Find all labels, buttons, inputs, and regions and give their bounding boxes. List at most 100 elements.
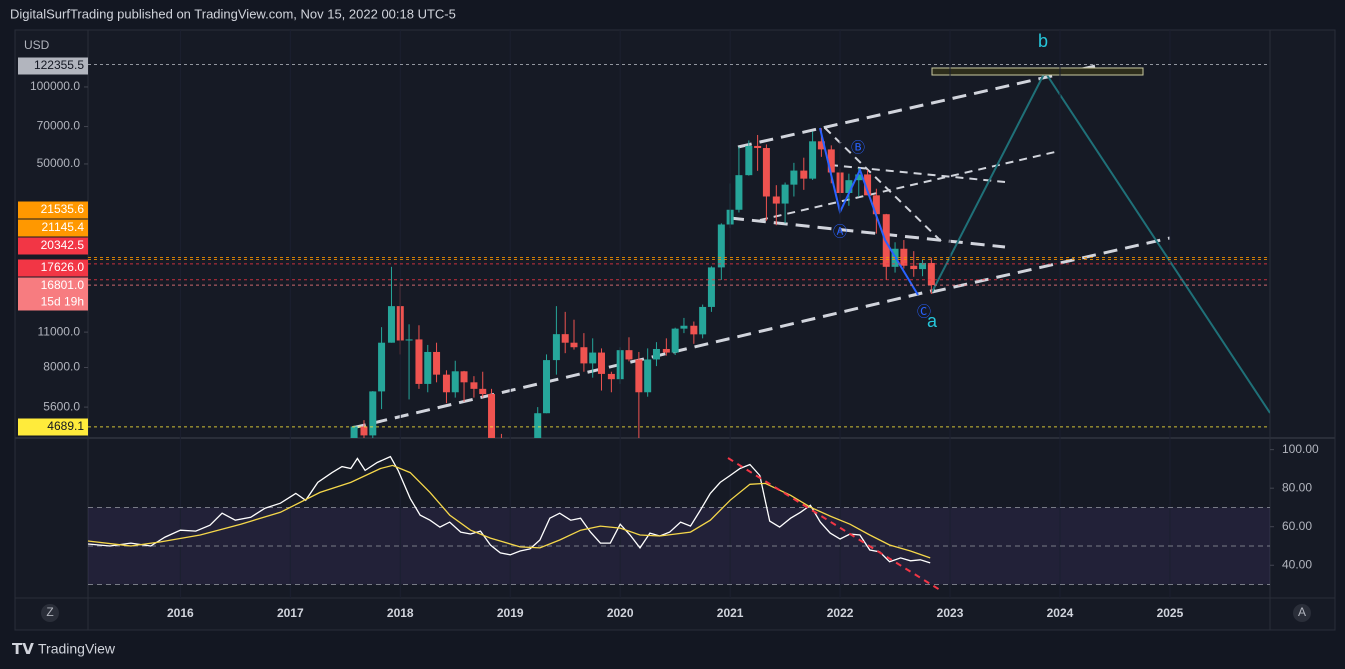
candle-body xyxy=(561,334,569,343)
header-text: DigitalSurfTrading published on TradingV… xyxy=(10,6,456,21)
x-tick-label: 2019 xyxy=(497,606,524,620)
button-label[interactable]: A xyxy=(1298,605,1306,619)
candle-body xyxy=(460,371,468,383)
buttons: Z A xyxy=(41,604,1311,622)
rsi-tick-label: 60.00 xyxy=(1282,519,1312,533)
price-label-box xyxy=(18,418,88,436)
wave-label: Ⓒ xyxy=(917,304,931,320)
x-tick-label: 2018 xyxy=(387,606,414,620)
wave-lines xyxy=(819,127,919,296)
candle-body xyxy=(589,352,597,364)
candle-body xyxy=(350,426,358,438)
price-label-box xyxy=(18,57,88,75)
x-tick-label: 2017 xyxy=(277,606,304,620)
brand: TradingView xyxy=(38,641,116,657)
price-label-box xyxy=(18,277,88,295)
candle-body xyxy=(735,175,743,210)
candle-body xyxy=(910,265,918,270)
candle-body xyxy=(762,148,770,197)
candle-body xyxy=(855,174,863,181)
y-tick-label: 11000.0 xyxy=(38,324,81,338)
y-tick-label: 100000.0 xyxy=(30,79,80,93)
trendline xyxy=(759,151,1056,221)
candle-body xyxy=(378,342,386,392)
x-tick-label: 2021 xyxy=(717,606,744,620)
candle-body xyxy=(690,325,698,335)
button[interactable] xyxy=(41,604,59,622)
candle-body xyxy=(360,426,368,436)
candle-body xyxy=(552,334,560,361)
rsi-tick-label: 80.00 xyxy=(1282,480,1312,494)
candle-body xyxy=(817,141,825,150)
price-label: 122355.5 xyxy=(34,58,84,72)
candle-body xyxy=(644,359,652,393)
drawings xyxy=(350,63,1270,438)
candle-body xyxy=(845,180,853,193)
candle-body xyxy=(543,360,551,414)
button[interactable] xyxy=(1293,604,1311,622)
y-tick-label: 70000.0 xyxy=(37,119,81,133)
candle-body xyxy=(534,413,542,438)
candle-body xyxy=(415,339,423,384)
candle-body xyxy=(809,141,817,179)
price-sublabel: 15d 19h xyxy=(41,295,84,309)
rsi-line xyxy=(87,464,931,559)
candle-body xyxy=(772,196,780,204)
x-tick-label: 2024 xyxy=(1047,606,1074,620)
candle-body xyxy=(754,145,762,149)
rsi-band xyxy=(88,507,1270,585)
candle-body xyxy=(680,325,688,329)
candle-body xyxy=(488,394,496,438)
candle-body xyxy=(900,248,908,266)
price-label: 20342.5 xyxy=(41,238,85,252)
logo: 𝗧𝗩 xyxy=(12,641,34,658)
wave-label: Ⓐ xyxy=(833,224,847,240)
candle-body xyxy=(872,195,880,215)
price-label-box xyxy=(18,237,88,255)
x-tick-label: 2023 xyxy=(937,606,964,620)
trendline xyxy=(737,63,1101,149)
candle-body xyxy=(580,347,588,364)
price-label-box xyxy=(18,259,88,277)
candle-body xyxy=(635,359,643,393)
wave-line xyxy=(819,127,919,296)
candle-body xyxy=(570,342,578,348)
candle-body xyxy=(625,350,633,360)
currency: USD xyxy=(24,38,50,52)
rsi-trendline xyxy=(727,457,941,591)
trendline xyxy=(931,236,1171,294)
candle-body xyxy=(662,348,670,353)
price-label: 4689.1 xyxy=(47,419,84,433)
candle-body xyxy=(927,262,935,286)
price-label: 16801.0 xyxy=(41,278,85,292)
candle-body xyxy=(451,371,459,393)
y-tick-label: 8000.0 xyxy=(43,360,80,374)
x-tick-label: 2022 xyxy=(827,606,854,620)
trendline xyxy=(351,288,936,430)
candle-body xyxy=(800,170,808,179)
candle-body xyxy=(387,306,395,343)
rsi-line xyxy=(87,455,931,564)
price-label-box xyxy=(18,201,88,219)
price-label: 17626.0 xyxy=(41,260,85,274)
candle-body xyxy=(745,145,753,176)
candle-body xyxy=(597,352,605,374)
rsi-tick-label: 100.00 xyxy=(1282,442,1319,456)
price-label: 21145.4 xyxy=(42,220,85,234)
candle-body xyxy=(433,351,441,375)
rsi-tick-label: 40.00 xyxy=(1282,557,1312,571)
candle-body xyxy=(442,374,450,393)
candle-body xyxy=(671,328,679,353)
candle-body xyxy=(827,149,835,173)
candle-body xyxy=(405,339,413,341)
rsi-band xyxy=(88,507,1270,585)
wave-label: a xyxy=(927,311,938,331)
candle-body xyxy=(919,262,927,270)
x-tick-label: 2016 xyxy=(167,606,194,620)
target-box xyxy=(931,67,1144,76)
y-tick-label: 5600.0 xyxy=(43,399,80,413)
wave-label: Ⓑ xyxy=(851,140,865,156)
button-label[interactable]: Z xyxy=(46,605,53,619)
